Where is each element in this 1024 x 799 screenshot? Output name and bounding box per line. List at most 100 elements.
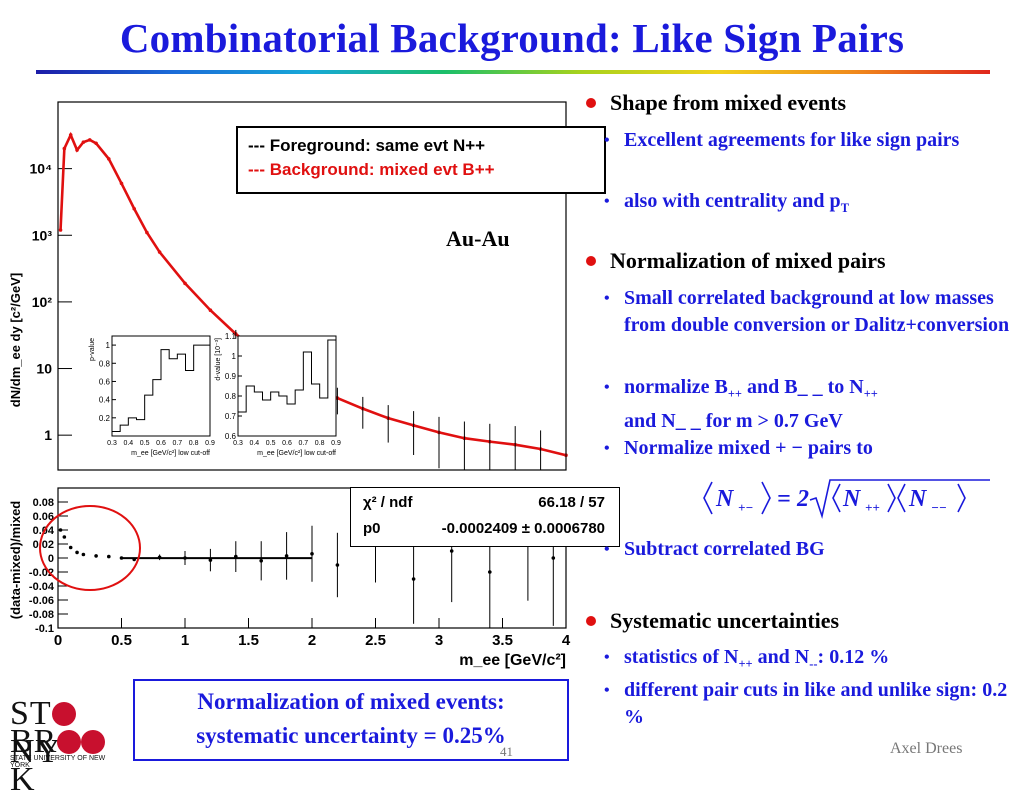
inset-y-tick-label: 1.1 xyxy=(225,332,237,341)
inset-x-tick-label: 0.6 xyxy=(156,440,166,447)
svg-text:++: ++ xyxy=(865,500,880,515)
fit-p0-value: -0.0002409 ± 0.0006780 xyxy=(441,520,605,537)
legend-background: --- Background: mixed evt B++ xyxy=(248,160,495,179)
background-point xyxy=(81,140,86,144)
low-mass-highlight xyxy=(39,505,141,591)
background-point xyxy=(145,230,149,235)
bullet-dot-icon xyxy=(586,98,596,108)
sub-bullet-subtract: • Subtract correlated BG xyxy=(604,536,1024,563)
inset-step-line xyxy=(112,344,210,432)
sub-bullet-normalize: • normalize B++ and B_ _ to N++ and N_ _ f… xyxy=(604,376,878,432)
background-point xyxy=(157,250,162,254)
inset-y-tick-label: 1 xyxy=(106,341,111,350)
inset-y-tick-label: 0.6 xyxy=(225,432,237,441)
sub-bullet-icon: • xyxy=(604,193,610,210)
inset-x-tick-label: 0.6 xyxy=(282,440,292,447)
inset-p-value: 0.2 0.4 0.6 0.8 1 0.3 0.4 0.5 0.6 0.7 0.8 0.9 m_ee [… xyxy=(89,335,215,457)
inset-x-tick-label: 0.9 xyxy=(331,440,341,447)
ratio-point xyxy=(208,558,213,562)
ratio-point xyxy=(62,535,67,539)
inset-x-tick-label: 0.8 xyxy=(315,440,325,447)
inset-x-axis-label: m_ee [GeV/c²] low cut-off xyxy=(257,450,336,457)
inset-y-tick-label: 0.8 xyxy=(99,359,111,368)
bullet-dot-icon xyxy=(586,256,596,266)
svg-text:2: 2 xyxy=(796,486,809,512)
ratio-y-tick-label: -0.08 xyxy=(29,609,54,621)
inset-y-tick-label: 0.7 xyxy=(225,412,237,421)
inset-x-tick-label: 0.8 xyxy=(189,440,199,447)
ratio-y-tick-label: 0.02 xyxy=(33,539,54,551)
ratio-y-axis-label: (data-mixed)/mixed xyxy=(8,501,23,620)
y-tick-label: 10² xyxy=(32,294,53,310)
inset-x-tick-label: 0.9 xyxy=(205,440,215,447)
ratio-point xyxy=(94,554,98,558)
background-point xyxy=(119,181,124,186)
background-point xyxy=(87,138,92,142)
svg-text:N: N xyxy=(842,486,862,512)
background-point xyxy=(132,206,136,211)
ratio-point xyxy=(284,554,289,558)
bullet-shape: Shape from mixed events xyxy=(586,90,846,116)
x-tick-label: 3 xyxy=(435,632,443,649)
sub-bullet-correlated: • Small correlated background at low mass… xyxy=(604,287,1010,336)
x-tick-label: 3.5 xyxy=(492,632,513,649)
ratio-point xyxy=(75,550,79,555)
svg-text:−−: −− xyxy=(931,500,947,515)
legend-foreground: --- Foreground: same evt N++ xyxy=(248,136,486,155)
inset-x-tick-label: 0.7 xyxy=(172,440,182,447)
inset-d-value: 0.6 0.7 0.8 0.9 1 1.1 0.3 0.4 0.5 0.6 0.7 0.8 0.9 m_e… xyxy=(215,332,341,457)
author-name: Axel Drees xyxy=(890,740,963,757)
bullet-dot-icon xyxy=(586,616,596,626)
ratio-point xyxy=(335,563,340,567)
logo-line-1: STNY xyxy=(10,695,126,771)
ratio-y-tick-label: -0.06 xyxy=(29,595,54,607)
x-tick-label: 4 xyxy=(562,632,571,649)
bullet-systematic: Systematic uncertainties xyxy=(586,608,839,634)
main-curves xyxy=(58,131,568,470)
background-point xyxy=(183,281,187,286)
background-point xyxy=(107,157,111,161)
inset-y-axis-label: d-value [10⁻³] xyxy=(215,338,222,381)
system-label: Au-Au xyxy=(446,226,510,251)
fit-chi2-label: χ² / ndf xyxy=(363,494,413,511)
inset-x-tick-label: 0.4 xyxy=(249,440,259,447)
ratio-point xyxy=(259,559,264,563)
ratio-point xyxy=(488,570,492,574)
y-tick-label: 1 xyxy=(44,427,52,443)
sub-bullet-icon: • xyxy=(604,682,610,699)
background-point xyxy=(58,228,63,232)
main-frame xyxy=(57,101,567,471)
fit-chi2-value: 66.18 / 57 xyxy=(538,494,605,511)
y-tick-label: 10⁴ xyxy=(30,161,53,177)
sub-bullet-statistics: • statistics of N++ and N--: 0.12 % xyxy=(604,646,890,671)
x-tick-label: 2.5 xyxy=(365,632,386,649)
plot-legend: --- Foreground: same evt N++ --- Backgro… xyxy=(236,126,606,194)
title-divider xyxy=(36,70,990,74)
x-tick-label: 1 xyxy=(181,632,189,649)
background-point xyxy=(68,133,73,137)
sub-bullet-icon: • xyxy=(604,440,610,457)
svg-text:N: N xyxy=(908,486,928,512)
inset-x-tick-label: 0.3 xyxy=(233,440,243,447)
inset-y-axis-label: p-value xyxy=(89,338,96,361)
sub-bullet-icon: • xyxy=(604,132,610,149)
ratio-point xyxy=(551,556,556,560)
university-logo: STNY BRK STATE UNIVERSITY OF NEW YORK xyxy=(10,695,126,798)
x-tick-label: 0.5 xyxy=(111,632,132,649)
sub-bullet-centrality: • also with centrality and pT xyxy=(604,190,849,215)
slide-title: Combinatorial Background: Like Sign Pair… xyxy=(119,15,905,61)
ratio-point xyxy=(310,552,314,556)
ratio-point xyxy=(234,554,238,559)
background-point xyxy=(75,148,79,152)
sub-bullet-icon: • xyxy=(604,541,610,558)
ratio-point xyxy=(411,577,416,581)
ratio-point xyxy=(107,554,111,559)
ratio-y-tick-label: 0 xyxy=(48,553,54,565)
background-point xyxy=(62,146,67,151)
inset-x-tick-label: 0.5 xyxy=(266,440,276,447)
ratio-point xyxy=(183,556,187,560)
systematic-note-box: Normalization of mixed events: systemati… xyxy=(133,679,569,761)
svg-text:N: N xyxy=(715,486,735,512)
sub-bullet-pair-cuts: • different pair cuts in like and unlike … xyxy=(604,679,1008,728)
background-point xyxy=(94,141,98,146)
